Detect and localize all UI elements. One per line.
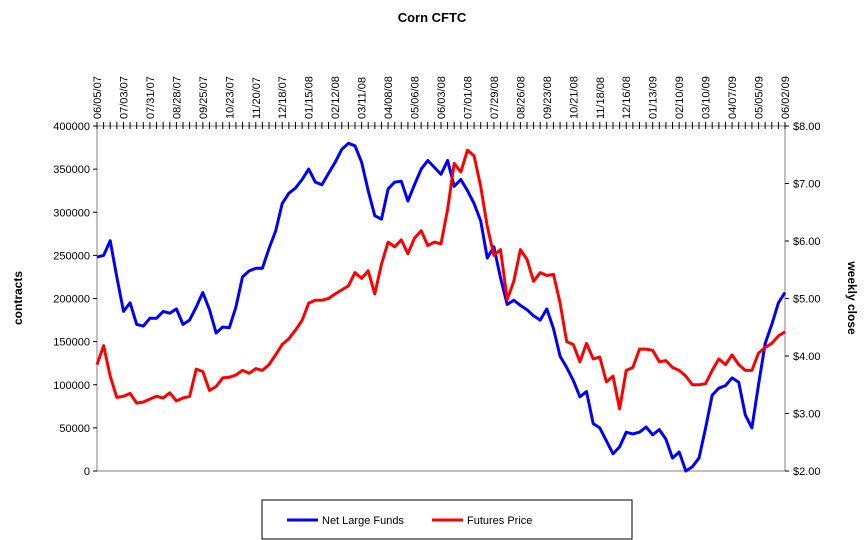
x-tick-label: 05/05/09 (754, 76, 766, 119)
y-tick-label: 0 (84, 466, 90, 478)
x-tick-label: 09/25/07 (198, 76, 210, 119)
y-tick-label: 50000 (59, 423, 90, 435)
y-axis-label: contracts (11, 271, 25, 325)
chart-title: Corn CFTC (398, 10, 467, 25)
x-tick-label: 04/07/09 (727, 76, 739, 119)
x-tick-label: 06/02/09 (780, 76, 792, 119)
x-tick-label: 06/03/08 (436, 76, 448, 119)
y-tick-label: 400000 (53, 121, 90, 133)
y2-tick-label: $5.00 (793, 294, 821, 306)
y-tick-label: 250000 (53, 250, 90, 262)
y2-tick-label: $6.00 (793, 236, 821, 248)
x-tick-label: 01/13/09 (648, 76, 660, 119)
series-line (96, 141, 787, 473)
y2-tick-label: $4.00 (793, 351, 821, 363)
y2-tick-label: $2.00 (793, 466, 821, 478)
x-tick-label: 07/01/08 (462, 76, 474, 119)
x-tick-label: 10/21/08 (568, 76, 580, 119)
x-tick-label: 01/15/08 (304, 76, 316, 119)
y-tick-label: 350000 (53, 164, 90, 176)
y2-tick-label: $3.00 (793, 409, 821, 421)
x-tick-label: 04/08/08 (383, 76, 395, 119)
y2-axis-label: weekly close (845, 260, 859, 335)
x-tick-label: 08/28/07 (171, 76, 183, 119)
x-tick-label: 02/10/09 (674, 76, 686, 119)
x-tick-label: 05/06/08 (410, 76, 422, 119)
x-tick-label: 03/11/08 (357, 77, 369, 119)
x-tick-label: 08/26/08 (515, 76, 527, 119)
legend-label: Futures Price (467, 515, 532, 527)
x-tick-label: 02/12/08 (330, 76, 342, 119)
x-tick-label: 09/23/08 (542, 76, 554, 119)
x-tick-label: 10/23/07 (224, 76, 236, 119)
x-tick-label: 11/18/08 (595, 77, 607, 119)
y2-tick-label: $8.00 (793, 121, 821, 133)
y-tick-label: 150000 (53, 337, 90, 349)
y-tick-label: 200000 (53, 294, 90, 306)
x-tick-label: 03/10/09 (701, 76, 713, 119)
x-tick-label: 07/31/07 (145, 76, 157, 119)
x-tick-label: 06/05/07 (92, 76, 104, 119)
y2-tick-label: $7.00 (793, 179, 821, 191)
x-tick-label: 07/29/08 (489, 76, 501, 119)
x-tick-label: 12/18/07 (277, 76, 289, 119)
x-tick-label: 11/20/07 (251, 77, 263, 119)
y-tick-label: 300000 (53, 207, 90, 219)
legend-label: Net Large Funds (322, 515, 404, 527)
x-tick-label: 07/03/07 (118, 76, 130, 119)
y-tick-label: 100000 (53, 380, 90, 392)
x-tick-label: 12/16/08 (621, 76, 633, 119)
series-line (95, 148, 786, 411)
